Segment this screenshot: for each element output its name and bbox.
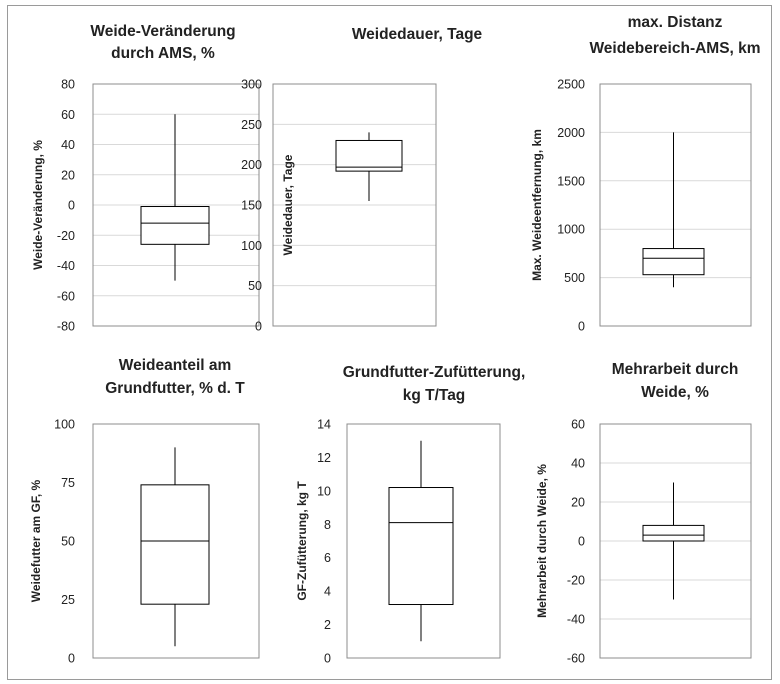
y-tick-label: 14 — [317, 418, 331, 432]
y-tick-label: 0 — [578, 535, 585, 549]
y-axis-label: Mehrarbeit durch Weide, % — [535, 464, 549, 618]
plot-area — [92, 83, 260, 327]
y-tick-label: 40 — [571, 457, 585, 471]
chart-title: Weidebereich-AMS, km — [589, 40, 760, 57]
y-tick-label: -20 — [57, 229, 75, 243]
chart-title: kg T/Tag — [403, 387, 466, 404]
chart-panel-6: -60 -40 -20 0 20 40 60 Mehrarbeit durch Weide, … — [535, 361, 752, 666]
y-tick-label: -60 — [57, 289, 75, 303]
box-iqr — [388, 487, 454, 606]
y-tick-label: 100 — [54, 418, 75, 432]
plot-area — [599, 83, 752, 327]
y-tick-label: 8 — [324, 518, 331, 532]
y-tick-label: 4 — [324, 585, 331, 599]
y-tick-label: 0 — [324, 652, 331, 666]
y-tick-label: 300 — [241, 78, 262, 92]
y-tick-label: 0 — [255, 320, 262, 334]
chart-panel-2: 0 50 100 150 200 250 300 Weidedauer, Tage Weided… — [241, 26, 482, 334]
chart-title: Grundfutter, % d. T — [105, 380, 245, 397]
y-tick-label: 20 — [61, 168, 75, 182]
y-tick-label: 25 — [61, 593, 75, 607]
figure-frame — [7, 5, 772, 680]
y-tick-label: 2000 — [557, 126, 585, 140]
y-tick-label: 100 — [241, 239, 262, 253]
y-tick-label: 6 — [324, 551, 331, 565]
y-tick-label: 75 — [61, 476, 75, 490]
chart-title: max. Distanz — [628, 14, 723, 31]
chart-title: Weidedauer, Tage — [352, 26, 483, 43]
plot-area — [92, 423, 260, 659]
chart-title: durch AMS, % — [111, 45, 215, 62]
y-axis-label: Weide-Veränderung, % — [31, 140, 45, 270]
y-tick-label: 0 — [68, 199, 75, 213]
y-tick-label: 12 — [317, 451, 331, 465]
box-iqr — [140, 484, 210, 605]
chart-panel-1: -80 -60 -40 -20 0 20 40 60 80 Weide-Veränderung, … — [31, 23, 260, 334]
y-tick-label: 60 — [61, 108, 75, 122]
box-iqr — [642, 524, 705, 542]
chart-title: Weideanteil am — [119, 357, 232, 374]
y-tick-label: 500 — [564, 271, 585, 285]
y-tick-label: 200 — [241, 158, 262, 172]
y-tick-label: -40 — [567, 613, 585, 627]
box-iqr — [642, 248, 705, 276]
y-tick-label: 1500 — [557, 174, 585, 188]
chart-title: Weide-Veränderung — [90, 23, 235, 40]
chart-title: Mehrarbeit durch — [612, 361, 739, 378]
y-tick-label: 40 — [61, 138, 75, 152]
y-tick-label: 0 — [68, 652, 75, 666]
y-tick-label: 80 — [61, 78, 75, 92]
chart-panel-3: 0 500 1000 1500 2000 2500 Max. Weideentfernung… — [530, 14, 761, 334]
y-tick-label: -60 — [567, 652, 585, 666]
y-tick-label: -80 — [57, 320, 75, 334]
y-tick-label: 50 — [248, 279, 262, 293]
y-tick-label: 250 — [241, 118, 262, 132]
y-tick-label: 0 — [578, 320, 585, 334]
y-tick-label: 2 — [324, 618, 331, 632]
y-tick-label: 1000 — [557, 223, 585, 237]
chart-panel-4: 0 25 50 75 100 Weidefutter am GF, % Weideantei… — [29, 357, 260, 666]
box-iqr — [140, 206, 210, 245]
y-tick-label: -20 — [567, 574, 585, 588]
y-tick-label: 150 — [241, 199, 262, 213]
plot-area — [346, 423, 501, 659]
y-axis-label: Weidefutter am GF, % — [29, 479, 43, 602]
box-iqr — [335, 139, 403, 172]
y-axis-label: GF-Zufütterung, kg T — [295, 481, 309, 601]
plot-area — [272, 83, 437, 327]
y-tick-label: 20 — [571, 496, 585, 510]
chart-title: Grundfutter-Zufütterung, — [343, 364, 526, 381]
y-axis-label: Max. Weideentfernung, km — [530, 129, 544, 281]
plot-area — [599, 423, 752, 659]
y-tick-label: 10 — [317, 484, 331, 498]
y-axis-label: Weidedauer, Tage — [281, 154, 295, 255]
y-tick-label: 60 — [571, 418, 585, 432]
y-tick-label: -40 — [57, 259, 75, 273]
y-tick-label: 2500 — [557, 78, 585, 92]
chart-panel-5: 0 2 4 6 8 10 12 14 GF-Zufütterung, kg T Grundfutt… — [295, 364, 525, 666]
chart-title: Weide, % — [641, 384, 709, 401]
y-tick-label: 50 — [61, 535, 75, 549]
